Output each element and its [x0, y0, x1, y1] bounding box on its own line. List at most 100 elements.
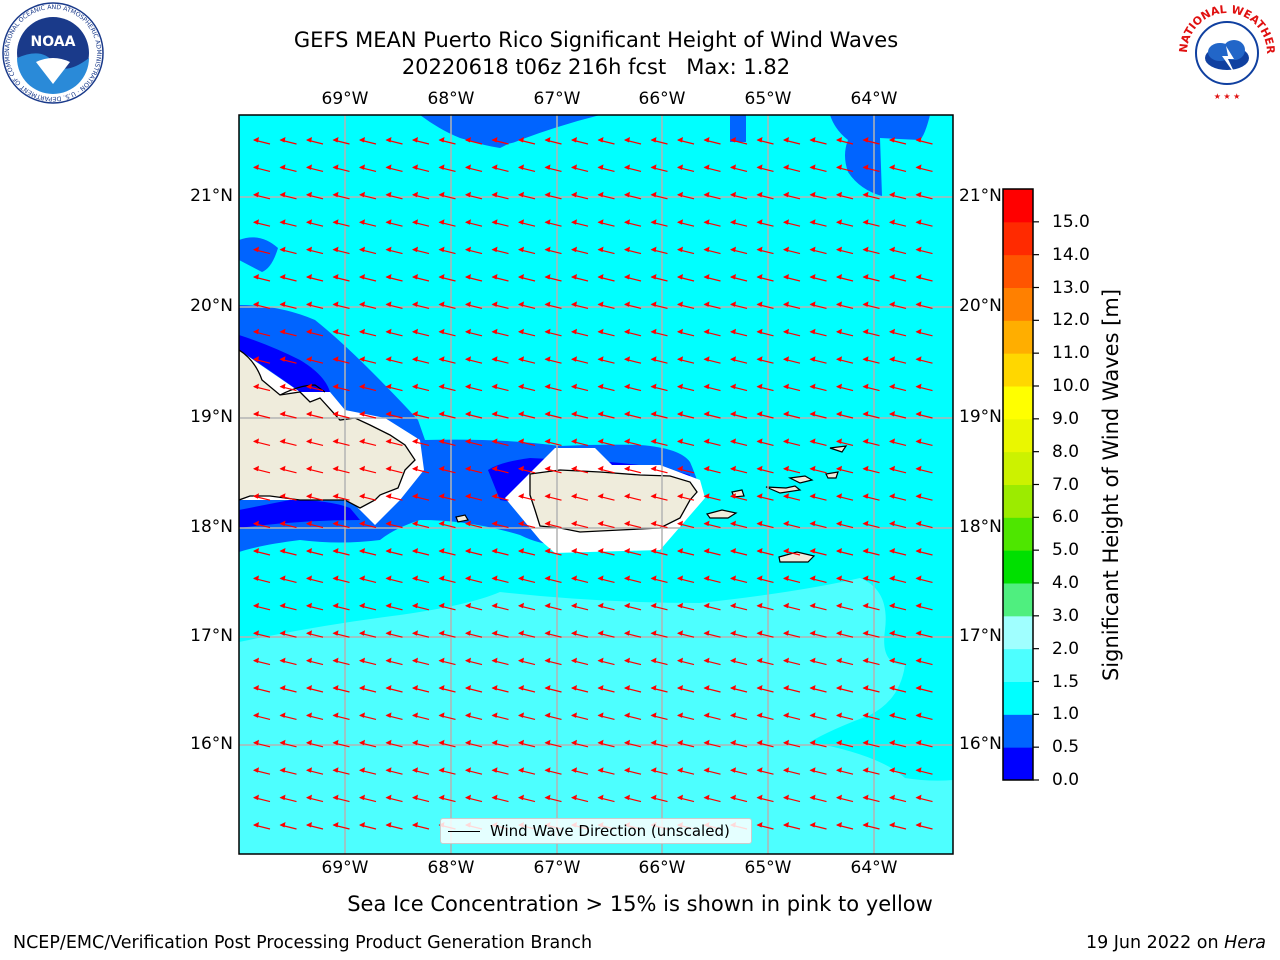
wave-direction-arrow: [677, 465, 695, 474]
wave-direction-arrow: [703, 767, 721, 775]
colorbar-tick-label: 0.5: [1052, 737, 1080, 758]
wave-direction-arrow: [889, 712, 907, 720]
wave-direction-arrow: [756, 438, 774, 446]
wave-direction-arrow: [571, 438, 589, 446]
wave-direction-arrow: [889, 137, 907, 145]
wave-direction-arrow: [359, 356, 377, 364]
wave-direction-arrow: [412, 767, 430, 775]
wave-direction-arrow: [279, 438, 297, 446]
wave-direction-arrow: [465, 712, 483, 720]
wave-direction-arrow: [677, 301, 695, 309]
footer-date-text: 19 Jun 2022 on: [1085, 933, 1225, 953]
wave-direction-arrow: [544, 602, 562, 611]
wave-direction-arrow: [306, 383, 324, 392]
wave-direction-arrow: [915, 630, 933, 638]
wave-direction-arrow: [677, 548, 695, 556]
wave-direction-arrow: [412, 356, 430, 364]
wave-direction-arrow: [862, 383, 880, 392]
wave-direction-arrow: [756, 411, 774, 419]
wave-direction-arrow: [836, 383, 854, 392]
wave-direction-arrow: [756, 657, 774, 666]
wave-direction-arrow: [359, 383, 377, 392]
wave-direction-arrow: [306, 520, 324, 529]
wave-direction-arrow: [465, 301, 483, 309]
wave-direction-arrow: [306, 328, 324, 337]
wave-direction-arrow: [915, 274, 933, 282]
wave-direction-arrow: [465, 465, 483, 474]
wave-direction-arrow: [279, 794, 297, 803]
wave-direction-arrow: [597, 685, 615, 693]
wave-direction-arrow: [889, 356, 907, 364]
noaa-logo: NATIONAL OCEANIC AND ATMOSPHERIC ADMINIS…: [2, 2, 104, 104]
wave-direction-arrow: [756, 493, 774, 501]
wave-direction-arrow: [783, 219, 801, 227]
wave-direction-arrow: [412, 548, 430, 556]
wave-direction-arrow: [783, 739, 801, 748]
wave-direction-arrow: [253, 767, 271, 775]
latitude-label: 20°N: [959, 296, 1002, 316]
wave-direction-arrow: [889, 301, 907, 309]
wave-direction-arrow: [518, 191, 536, 200]
sea-ice-note: Sea Ice Concentration > 15% is shown in …: [347, 892, 933, 916]
wave-direction-arrow: [650, 411, 668, 419]
wave-direction-arrow: [677, 739, 695, 748]
wave-direction-arrow: [253, 657, 271, 666]
wave-direction-arrow: [438, 356, 456, 364]
wave-direction-arrow: [597, 137, 615, 145]
wave-direction-arrow: [783, 356, 801, 364]
wave-direction-arrow: [783, 685, 801, 693]
wave-direction-arrow: [306, 137, 324, 145]
wave-direction-arrow: [518, 575, 536, 583]
wave-direction-arrow: [412, 602, 430, 611]
wave-direction-arrow: [597, 219, 615, 227]
wave-direction-arrow: [544, 575, 562, 583]
wave-direction-arrow: [597, 301, 615, 309]
wave-direction-arrow: [279, 219, 297, 227]
wave-direction-arrow: [571, 630, 589, 638]
wave-direction-arrow: [518, 520, 536, 529]
wave-direction-arrow: [306, 301, 324, 309]
wave-direction-arrow: [624, 328, 642, 337]
wave-direction-arrow: [253, 493, 271, 501]
wave-direction-arrow: [703, 191, 721, 200]
wave-direction-arrow: [385, 219, 403, 227]
wave-direction-arrow: [438, 137, 456, 145]
wave-direction-arrow: [571, 164, 589, 172]
colorbar-tick-label: 5.0: [1052, 540, 1080, 561]
wave-direction-arrow: [889, 465, 907, 474]
wave-direction-arrow: [253, 465, 271, 474]
colorbar-tick-label: 12.0: [1052, 310, 1090, 331]
wave-direction-arrow: [756, 520, 774, 529]
wave-direction-arrow: [571, 575, 589, 583]
wave-direction-arrow: [412, 383, 430, 392]
colorbar-segment: [1003, 418, 1033, 453]
wave-direction-arrow: [412, 328, 430, 337]
wave-direction-arrow: [359, 739, 377, 748]
wave-direction-arrow: [624, 493, 642, 501]
wave-direction-arrow: [412, 274, 430, 282]
wave-direction-arrow: [359, 630, 377, 638]
wave-direction-arrow: [279, 657, 297, 666]
wave-direction-arrow: [836, 739, 854, 748]
wave-direction-arrow: [836, 712, 854, 720]
wave-direction-arrow: [544, 137, 562, 145]
wave-direction-arrow: [836, 219, 854, 227]
wave-direction-arrow: [332, 274, 350, 282]
wave-direction-arrow: [862, 274, 880, 282]
wave-direction-arrow: [412, 465, 430, 474]
wave-direction-arrow: [836, 438, 854, 446]
wave-direction-arrow: [677, 328, 695, 337]
longitude-label: 66°W: [638, 858, 686, 878]
wave-direction-arrow: [438, 465, 456, 474]
map-frame: [238, 114, 954, 855]
wave-direction-arrow: [650, 219, 668, 227]
wave-direction-arrow: [783, 438, 801, 446]
wave-direction-arrow: [306, 356, 324, 364]
longitude-label: 65°W: [744, 858, 792, 878]
wave-direction-arrow: [412, 438, 430, 446]
wave-direction-arrow: [889, 767, 907, 775]
wave-direction-arrow: [465, 493, 483, 501]
wave-direction-arrow: [544, 328, 562, 337]
wave-direction-arrow: [412, 685, 430, 693]
wave-direction-arrow: [915, 794, 933, 803]
